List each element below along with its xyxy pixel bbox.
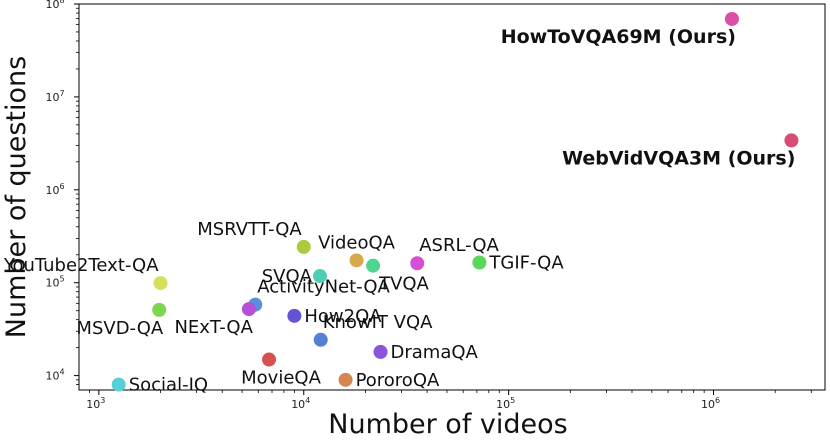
point-marker [366,258,381,273]
point-label: How2QA [304,306,382,327]
point-marker [111,377,126,392]
point-movieqa: MovieQA [241,352,322,389]
point-marker [313,332,328,347]
point-pororoqa: PororoQA [338,370,440,391]
point-label: NExT-QA [174,317,253,338]
point-label: MovieQA [241,368,321,389]
point-label: HowToVQA69M (Ours) [501,26,736,48]
x-tick-label: 105 [496,396,515,411]
point-webvidvqa3m-ours: WebVidVQA3M (Ours) [562,133,799,169]
point-msvd-qa: MSVD-QA [76,302,167,339]
point-how2qa: How2QA [287,306,382,327]
point-tgif-qa: TGIF-QA [472,253,564,274]
point-label: TGIF-QA [488,253,564,274]
y-tick-label: 107 [45,89,64,104]
point-label: DramaQA [391,342,479,363]
plot-frame [78,3,826,391]
y-axis-title: Number of questions [1,56,32,338]
point-marker [349,253,364,268]
point-youtube2text-qa: YouTube2Text-QA [3,255,168,291]
point-marker [410,256,425,271]
points-layer: HowToVQA69M (Ours) WebVidVQA3M (Ours) MSRV… [3,11,799,396]
point-videoqa: VideoQA [318,232,396,268]
y-tick-label: 106 [45,182,64,197]
point-label: SVQA [262,266,313,287]
point-label: ASRL-QA [419,235,499,256]
y-tick-label: 105 [45,275,64,290]
point-marker [373,344,388,359]
point-asrl-qa: ASRL-QA [410,235,500,271]
x-tick-label: 104 [291,396,310,411]
point-label: PororoQA [356,370,440,391]
point-marker [287,308,302,323]
point-marker [152,302,167,317]
point-svqa: SVQA [262,266,327,287]
point-marker [724,11,739,26]
point-label: MSVD-QA [76,318,163,339]
y-tick-label: 108 [45,0,64,11]
ticks-layer: 103 104 105 106 104 105 106 107 108 [45,0,812,411]
point-marker [312,269,327,284]
point-marker [338,372,353,387]
point-social-iq: Social-IQ [111,375,208,396]
point-label: ActivityNet-QA [257,277,390,298]
point-knowit-vqa: KnowIT VQA [313,312,433,347]
y-tick-label: 104 [45,368,64,383]
x-tick-label: 106 [701,396,720,411]
point-marker [153,276,168,291]
point-marker [262,352,277,367]
point-next-qa: NExT-QA [174,302,256,338]
point-tvqa: TVQA [366,258,430,295]
x-tick-label: 103 [86,396,105,411]
point-label: Social-IQ [129,375,208,396]
point-msrvtt-qa: MSRVTT-QA [197,219,311,254]
point-marker [241,302,256,317]
point-marker [296,239,311,254]
x-axis-title: Number of videos [328,409,567,440]
point-marker [472,255,487,270]
point-label: YouTube2Text-QA [3,255,159,276]
point-howtovqa69m-ours: HowToVQA69M (Ours) [501,11,739,48]
point-label: MSRVTT-QA [197,219,302,240]
point-marker [784,133,799,148]
point-label: TVQA [378,274,429,295]
point-label: WebVidVQA3M (Ours) [562,147,795,169]
point-dramaqa: DramaQA [373,342,479,363]
point-label: KnowIT VQA [323,312,433,333]
point-label: VideoQA [318,232,396,253]
